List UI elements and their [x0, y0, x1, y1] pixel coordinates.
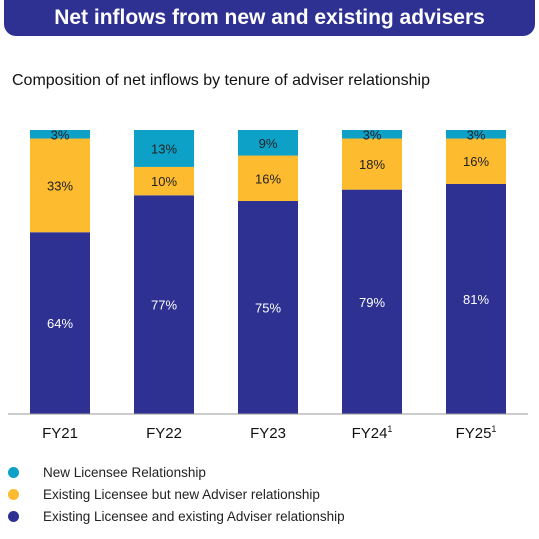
x-tick-label: FY21 — [42, 425, 78, 442]
bar-segment — [238, 201, 298, 414]
data-label: 16% — [255, 171, 281, 186]
legend-item: New Licensee Relationship — [8, 461, 345, 483]
bar-segment — [446, 130, 506, 139]
data-label: 13% — [151, 141, 177, 156]
legend-label: Existing Licensee and existing Adviser r… — [43, 508, 345, 524]
bar-segment — [446, 138, 506, 184]
bar-segment — [134, 166, 194, 196]
data-label: 33% — [47, 178, 73, 193]
data-label: 64% — [47, 316, 73, 331]
bar-segment — [342, 130, 402, 139]
data-label: 81% — [463, 292, 489, 307]
data-label: 75% — [255, 301, 281, 316]
legend-item: Existing Licensee and existing Adviser r… — [8, 505, 345, 527]
legend-dot-icon — [8, 466, 19, 478]
bar-segment — [238, 130, 298, 156]
bar-segment — [342, 189, 402, 414]
data-label: 18% — [359, 157, 385, 172]
legend-item: Existing Licensee but new Adviser relati… — [8, 483, 345, 505]
legend-label: Existing Licensee but new Adviser relati… — [43, 486, 320, 502]
bar-segment — [134, 195, 194, 414]
data-label: 77% — [151, 298, 177, 313]
legend-label: New Licensee Relationship — [43, 464, 206, 480]
x-tick-label: FY241 — [352, 424, 393, 442]
legend-dot-icon — [8, 488, 19, 500]
data-label: 9% — [259, 136, 278, 151]
bar-segment — [446, 183, 506, 414]
bar-segment — [134, 130, 194, 167]
data-label: 3% — [51, 127, 70, 142]
data-label: 10% — [151, 174, 177, 189]
data-label: 3% — [363, 127, 382, 142]
data-label: 16% — [463, 154, 489, 169]
bar-segment — [238, 155, 298, 201]
x-tick-label: FY251 — [456, 424, 497, 442]
x-tick-label: FY22 — [146, 425, 182, 442]
header-banner: Net inflows from new and existing advise… — [4, 0, 535, 36]
bar-segment — [342, 138, 402, 190]
data-label: 3% — [467, 127, 486, 142]
chart-title: Composition of net inflows by tenure of … — [12, 72, 430, 89]
chart-legend: New Licensee Relationship Existing Licens… — [8, 461, 345, 527]
bar-segment — [30, 130, 90, 139]
bar-segment — [30, 232, 90, 414]
legend-dot-icon — [8, 510, 19, 522]
bar-segment — [30, 138, 90, 233]
x-tick-label: FY23 — [250, 425, 286, 442]
banner-title: Net inflows from new and existing advise… — [54, 6, 485, 29]
data-label: 79% — [359, 295, 385, 310]
